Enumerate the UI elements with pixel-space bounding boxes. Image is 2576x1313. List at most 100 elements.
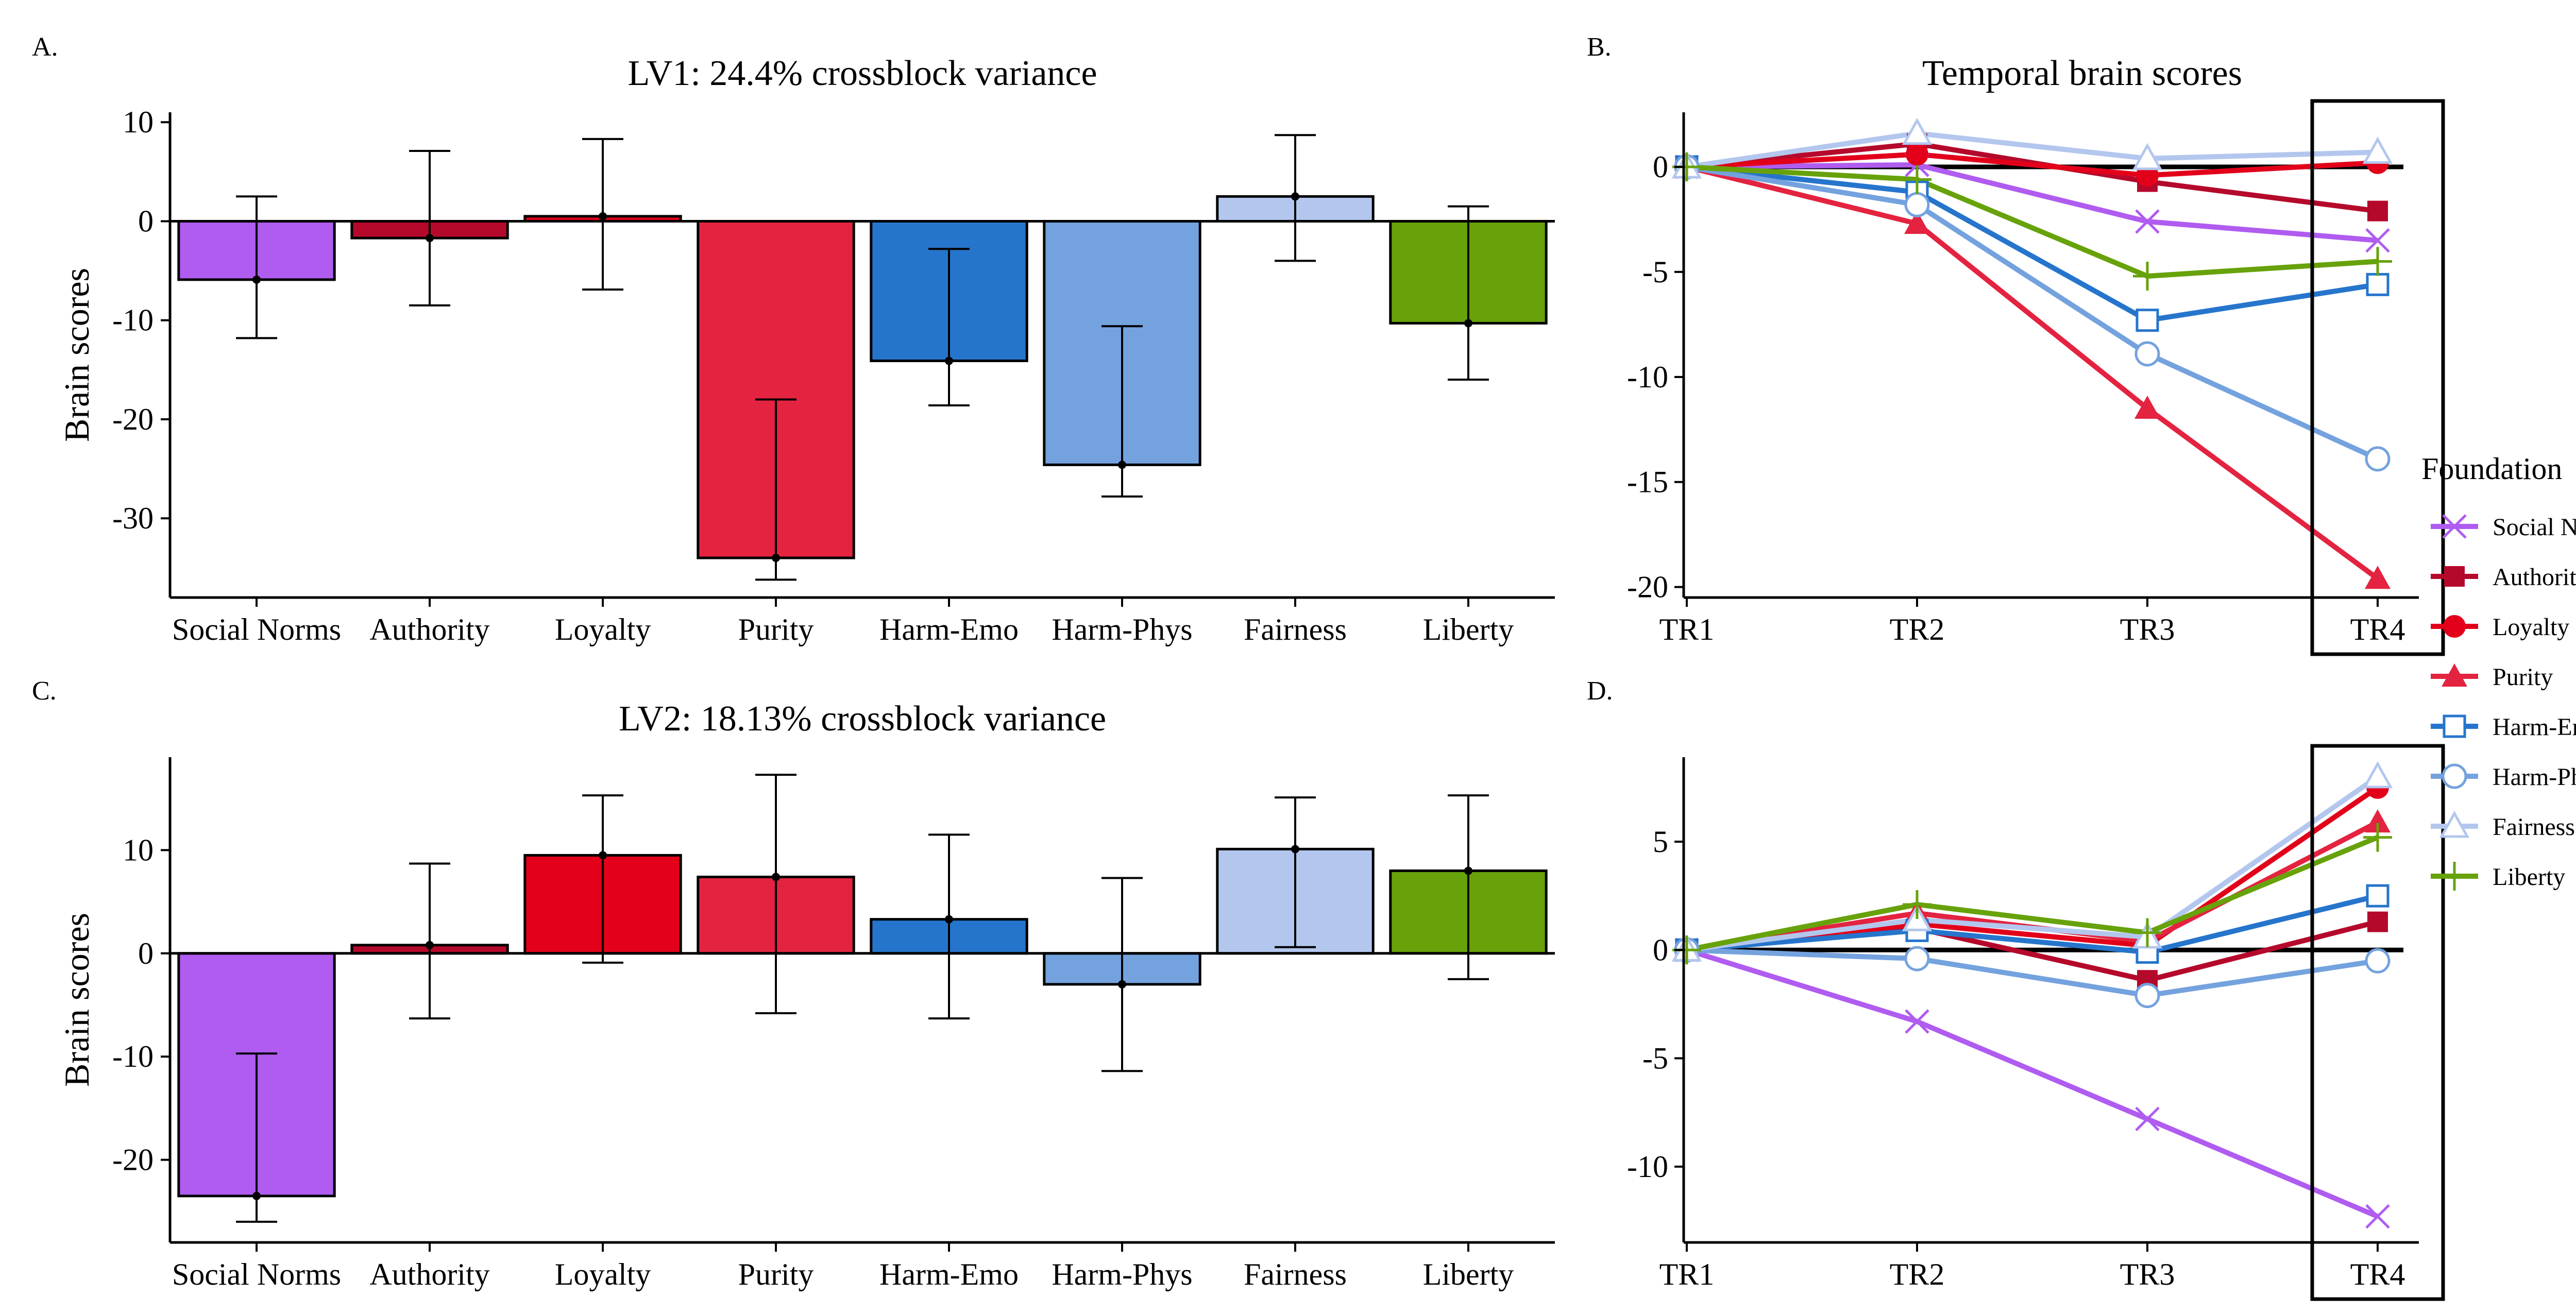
legend-marker-purity (2442, 663, 2467, 687)
point-fairness-tr4 (2362, 761, 2393, 789)
y-tick-label: -15 (1627, 465, 1668, 499)
x-tick-label-authority: Authority (369, 612, 489, 646)
x-tick-label-loyalty: Loyalty (555, 1257, 651, 1291)
point-authority-tr4 (2367, 911, 2388, 932)
chart-title: LV2: 18.13% crossblock variance (619, 699, 1106, 739)
y-tick-label: -10 (112, 303, 154, 337)
mean-point-harm-phys (1118, 980, 1126, 988)
point-authority-tr4 (2367, 200, 2388, 221)
y-tick-label: -20 (112, 1143, 154, 1177)
x-tick-label-tr4: TR4 (2350, 612, 2405, 646)
legend-label-authority: Authority (2493, 564, 2576, 591)
highlight-box-tr4 (2310, 744, 2445, 1301)
point-social-norms-tr2 (1905, 1009, 1929, 1034)
x-tick-label-authority: Authority (369, 1257, 489, 1291)
x-tick-label-tr1: TR1 (1659, 1257, 1715, 1291)
x-tick-label-fairness: Fairness (1244, 612, 1347, 646)
mean-point-harm-emo (945, 356, 953, 365)
panel-label-c: C. (32, 676, 57, 706)
x-tick-label-harm-emo: Harm-Emo (879, 1257, 1019, 1291)
series-line-harm-phys (1686, 947, 2378, 998)
point-liberty-tr4 (2363, 247, 2392, 276)
x-tick-label-tr2: TR2 (1890, 612, 1945, 646)
y-axis-title: Brain scores (57, 913, 96, 1087)
legend-marker-liberty (2440, 862, 2469, 891)
legend-marker-social-norms (2442, 514, 2467, 539)
legend-label-loyalty: Loyalty (2493, 613, 2569, 641)
x-tick-label-liberty: Liberty (1423, 1257, 1514, 1291)
x-tick-label-harm-phys: Harm-Phys (1052, 612, 1192, 646)
series-line-liberty (1686, 164, 2378, 279)
point-liberty-tr3 (2133, 918, 2162, 947)
mean-point-loyalty (599, 212, 607, 220)
chart-title: Temporal brain scores (1922, 54, 2242, 93)
x-tick-label-harm-phys: Harm-Phys (1052, 1257, 1192, 1291)
y-tick-label: 0 (1653, 150, 1668, 184)
y-tick-label: 5 (1653, 825, 1668, 859)
x-tick-label-tr1: TR1 (1659, 612, 1715, 646)
point-fairness-tr2 (1902, 117, 1933, 145)
point-liberty-tr4 (2363, 823, 2392, 852)
y-tick-label: -5 (1642, 255, 1668, 289)
x-tick-label-harm-emo: Harm-Emo (879, 612, 1019, 646)
x-tick-label-purity: Purity (738, 1257, 814, 1291)
x-tick-label-tr2: TR2 (1890, 1257, 1945, 1291)
mean-point-social-norms (252, 1191, 261, 1200)
mean-point-authority (426, 941, 434, 949)
legend-marker-loyalty (2443, 615, 2466, 638)
series-line-fairness (1686, 774, 2379, 953)
series-line-harm-emo (1686, 893, 2379, 955)
x-tick-label-tr3: TR3 (2120, 1257, 2175, 1291)
x-tick-label-tr4: TR4 (2350, 1257, 2405, 1291)
line-chart-temporal-lv1: Temporal brain scores -20 -15 -10 -5 0 TR1 TR2 T… (1627, 54, 2445, 656)
point-liberty-tr2 (1903, 165, 1931, 194)
line-chart-temporal-lv2: -10 -5 0 5 TR1 TR2 TR3 TR4 (1627, 744, 2445, 1301)
y-tick-label: -10 (112, 1039, 154, 1073)
point-social-norms-tr3 (2135, 209, 2160, 234)
mean-point-fairness (1291, 192, 1299, 201)
y-tick-label: 0 (138, 936, 154, 970)
point-harm-emo-tr3 (2136, 309, 2159, 332)
x-tick-label-tr3: TR3 (2120, 612, 2175, 646)
point-harm-emo-tr4 (2366, 272, 2389, 296)
mean-point-purity (772, 873, 780, 881)
y-tick-label: -30 (112, 501, 154, 535)
x-tick-label-social-norms: Social Norms (172, 612, 341, 646)
x-tick-label-loyalty: Loyalty (555, 612, 651, 646)
mean-point-harm-emo (945, 915, 953, 924)
point-purity-tr2 (1904, 211, 1930, 234)
mean-point-liberty (1464, 866, 1472, 875)
series-line-loyalty (1686, 151, 2378, 178)
series-line-harm-emo (1686, 164, 2378, 323)
mean-point-social-norms (252, 275, 261, 284)
x-tick-label-liberty: Liberty (1423, 612, 1514, 646)
legend-label-social-norms: Social Norms (2493, 514, 2576, 541)
y-tick-label: 0 (138, 204, 154, 238)
point-harm-phys-tr4 (2365, 948, 2391, 974)
series-line-purity (1686, 164, 2379, 581)
legend-label-purity: Purity (2493, 663, 2553, 691)
series-line-social-norms (1686, 162, 2378, 243)
point-harm-emo-tr4 (2366, 884, 2389, 908)
series-line-liberty (1686, 834, 2379, 953)
highlight-box-tr4 (2310, 99, 2445, 656)
point-loyalty-tr2 (1906, 143, 1928, 166)
legend-marker-harm-phys (2442, 763, 2467, 789)
legend-title: Foundation (2421, 452, 2562, 486)
bar-chart-lv1: LV1: 24.4% crossblock variance -30 -20 -10 0… (57, 54, 1555, 646)
point-harm-phys-tr2 (1904, 946, 1930, 971)
legend-label-harm-emo: Harm-Emo (2493, 713, 2576, 741)
point-fairness-tr3 (2132, 143, 2163, 170)
point-purity-tr3 (2134, 395, 2160, 419)
panel-label-b: B. (1587, 32, 1612, 62)
point-liberty-tr2 (1903, 890, 1931, 919)
chart-title: LV1: 24.4% crossblock variance (628, 54, 1097, 93)
mean-point-harm-phys (1118, 461, 1126, 469)
point-purity-tr4 (2365, 566, 2391, 589)
point-harm-phys-tr3 (2134, 341, 2160, 367)
x-tick-label-social-norms: Social Norms (172, 1257, 341, 1291)
mean-point-authority (426, 234, 434, 243)
y-tick-label: -20 (112, 402, 154, 436)
point-purity-tr4 (2365, 809, 2391, 833)
